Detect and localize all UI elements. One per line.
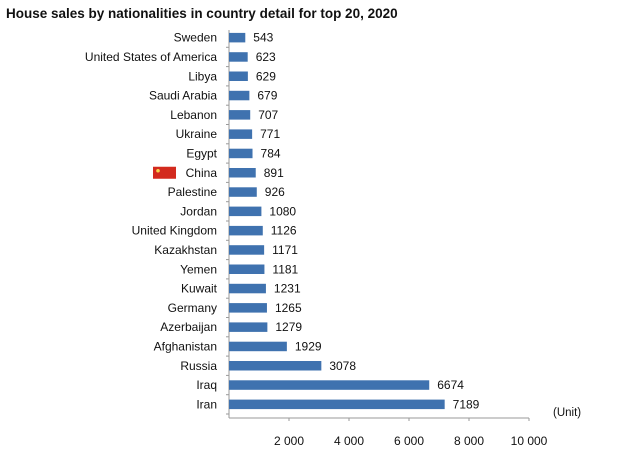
bar bbox=[229, 129, 253, 139]
flag-star-icon bbox=[156, 168, 160, 173]
value-label: 623 bbox=[256, 50, 276, 64]
value-label: 1171 bbox=[272, 243, 298, 257]
bar bbox=[229, 245, 265, 255]
value-label: 7189 bbox=[453, 397, 480, 411]
x-tick-label: 6 000 bbox=[394, 434, 424, 448]
category-label: Lebanon bbox=[170, 108, 217, 122]
value-label: 1279 bbox=[275, 320, 302, 334]
category-label: Kazakhstan bbox=[154, 243, 217, 257]
category-label: Russia bbox=[180, 359, 217, 373]
bar bbox=[229, 322, 268, 332]
china-flag-icon bbox=[153, 166, 176, 179]
bar bbox=[229, 380, 430, 390]
value-label: 891 bbox=[264, 166, 284, 180]
bar bbox=[229, 110, 251, 120]
category-label: Yemen bbox=[180, 262, 217, 276]
x-tick-label: 8 000 bbox=[454, 434, 484, 448]
value-label: 1126 bbox=[271, 224, 297, 238]
x-tick-label: 2 000 bbox=[274, 434, 304, 448]
category-label: Palestine bbox=[168, 185, 218, 199]
category-label: Egypt bbox=[186, 146, 217, 160]
category-label: Iraq bbox=[196, 378, 217, 392]
bar bbox=[229, 90, 250, 101]
value-label: 771 bbox=[260, 127, 280, 141]
bar bbox=[229, 225, 263, 236]
value-label: 3078 bbox=[329, 359, 356, 373]
value-label: 1231 bbox=[274, 282, 301, 296]
value-label: 543 bbox=[253, 31, 273, 45]
category-label: Germany bbox=[168, 301, 217, 315]
category-label: Iran bbox=[196, 397, 217, 411]
bar bbox=[229, 52, 248, 62]
category-label: Afghanistan bbox=[154, 339, 217, 353]
category-label: Libya bbox=[188, 69, 217, 83]
value-label: 926 bbox=[265, 185, 285, 199]
bar bbox=[229, 168, 256, 178]
bar bbox=[229, 206, 262, 217]
category-label: China bbox=[186, 166, 218, 180]
value-label: 784 bbox=[261, 146, 281, 160]
value-label: 707 bbox=[258, 108, 278, 122]
bar bbox=[229, 303, 267, 313]
bar bbox=[229, 399, 445, 410]
value-label: 6674 bbox=[437, 378, 464, 392]
bar bbox=[229, 341, 287, 352]
value-label: 1080 bbox=[269, 204, 296, 218]
category-label: United States of America bbox=[85, 50, 217, 64]
bar bbox=[229, 71, 248, 81]
bar bbox=[229, 148, 253, 159]
category-label: Azerbaijan bbox=[160, 320, 217, 334]
value-label: 629 bbox=[256, 69, 276, 83]
value-label: 1181 bbox=[272, 262, 298, 276]
category-label: Ukraine bbox=[176, 127, 218, 141]
bar bbox=[229, 361, 322, 371]
chart-title: House sales by nationalities in country … bbox=[6, 6, 398, 21]
bar bbox=[229, 187, 257, 197]
x-tick-label: 4 000 bbox=[334, 434, 364, 448]
category-label: United Kingdom bbox=[132, 224, 217, 238]
value-label: 679 bbox=[257, 89, 277, 103]
bar bbox=[229, 32, 246, 43]
category-label: Kuwait bbox=[181, 282, 218, 296]
category-label: Saudi Arabia bbox=[149, 89, 217, 103]
unit-label: (Unit) bbox=[553, 407, 581, 419]
value-label: 1929 bbox=[295, 339, 322, 353]
value-label: 1265 bbox=[275, 301, 302, 315]
x-tick-label: 10 000 bbox=[511, 434, 548, 448]
category-label: Jordan bbox=[180, 204, 217, 218]
bar bbox=[229, 264, 265, 274]
bar bbox=[229, 283, 266, 294]
category-label: Sweden bbox=[174, 31, 217, 45]
